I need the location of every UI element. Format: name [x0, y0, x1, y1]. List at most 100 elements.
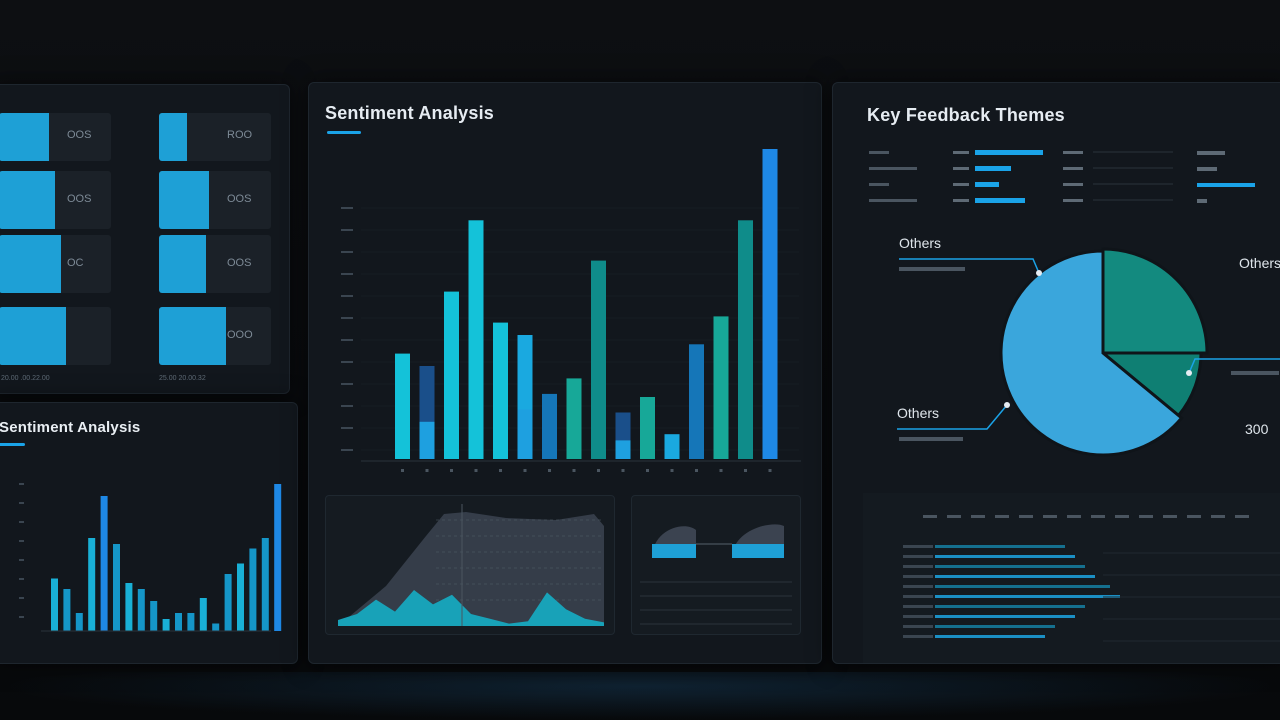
metric-tile[interactable]: OOS	[159, 235, 271, 293]
sentiment-bar-chart	[341, 149, 801, 472]
bar	[137, 589, 145, 631]
row-bar	[935, 545, 1065, 548]
row-bar	[935, 575, 1095, 578]
y-tick-mark	[19, 540, 24, 542]
row-label	[903, 625, 933, 628]
row-value	[953, 199, 969, 202]
x-tick-label	[499, 469, 502, 472]
row-value	[1197, 151, 1225, 155]
row-value	[953, 183, 969, 186]
row-bar	[975, 166, 1011, 171]
sentiment-area-chart	[338, 504, 604, 626]
row-bar	[935, 595, 1120, 598]
y-tick-label	[341, 251, 353, 253]
y-tick-label	[341, 339, 353, 341]
x-tick-label	[401, 469, 404, 472]
metric-tile[interactable]: OOS	[0, 113, 111, 161]
bar	[444, 291, 459, 459]
column-header	[1187, 515, 1201, 518]
pie-slice	[1101, 247, 1209, 355]
bar	[63, 589, 71, 631]
row-value	[1197, 167, 1217, 171]
bar	[261, 538, 269, 631]
metric-tile[interactable]: ROO	[159, 113, 271, 161]
callout-caption	[899, 437, 963, 441]
mini-widget-card	[631, 495, 801, 635]
tile-label: OOS	[67, 193, 92, 205]
row-bar	[975, 182, 999, 187]
x-tick-label	[768, 469, 772, 472]
metric-tile[interactable]	[0, 307, 111, 365]
y-tick-label	[341, 361, 353, 363]
tile-label: OC	[67, 257, 84, 269]
metric-tile[interactable]: OC	[0, 235, 111, 293]
themes-summary-table	[869, 150, 1255, 203]
callout-dot	[1036, 270, 1042, 276]
tile-label: OOS	[227, 193, 252, 205]
row-value	[953, 151, 969, 154]
bar	[738, 220, 753, 459]
metric-tile[interactable]: OOO	[159, 307, 271, 365]
tile-level-fill	[159, 171, 210, 229]
bar	[113, 544, 120, 631]
y-tick-mark	[19, 597, 24, 599]
row-bar	[935, 585, 1110, 588]
sentiment-mini-panel: Sentiment Analysis	[0, 402, 298, 664]
x-tick-label	[670, 469, 674, 472]
row-value	[1063, 167, 1083, 170]
bar	[493, 322, 508, 459]
column-header	[947, 515, 961, 518]
y-tick-mark	[19, 521, 24, 523]
row-value	[1063, 183, 1083, 186]
column-header	[1091, 515, 1105, 518]
y-tick-label	[341, 317, 353, 319]
themes-pie-chart	[897, 247, 1280, 457]
row-value	[1197, 199, 1207, 203]
y-tick-label	[341, 295, 353, 297]
bar	[125, 583, 133, 631]
bar	[212, 623, 220, 631]
area-chart-card	[325, 495, 615, 635]
row-label	[903, 545, 933, 548]
column-header	[1235, 515, 1249, 518]
row-value	[953, 167, 969, 170]
metric-tile[interactable]: OOS	[0, 171, 111, 229]
tile-level-fill	[159, 235, 207, 293]
y-tick-label	[341, 229, 353, 231]
y-tick-label	[341, 383, 353, 385]
bar-segment	[615, 440, 631, 459]
bar	[689, 344, 704, 459]
tile-label: OOS	[67, 129, 92, 141]
x-tick-label	[548, 469, 551, 472]
widget-fill	[652, 544, 696, 558]
y-tick-mark	[19, 616, 24, 618]
callout-caption	[1231, 371, 1279, 375]
y-tick-mark	[19, 502, 24, 504]
column-header	[1139, 515, 1153, 518]
row-label	[869, 167, 917, 170]
row-value	[1197, 183, 1255, 187]
row-label	[869, 199, 917, 202]
bar	[542, 393, 557, 459]
row-label	[903, 565, 933, 568]
bar	[75, 613, 83, 631]
metric-tile[interactable]: OOS	[159, 171, 271, 229]
tile-level-fill	[0, 235, 61, 293]
bar	[224, 574, 232, 631]
row-value	[1063, 199, 1083, 202]
row-bar	[975, 198, 1025, 203]
bar	[162, 619, 170, 631]
bar	[762, 149, 778, 459]
row-label	[903, 555, 933, 558]
row-label	[903, 635, 933, 638]
bar	[88, 538, 96, 631]
column-header	[1163, 515, 1177, 518]
row-label	[903, 595, 933, 598]
title-accent-bar	[0, 443, 25, 446]
row-label	[869, 183, 889, 186]
column-header	[971, 515, 985, 518]
bar-segment	[517, 409, 533, 459]
pie-slice	[999, 249, 1184, 457]
panel-title: Key Feedback Themes	[867, 105, 1065, 125]
bar	[713, 316, 729, 459]
